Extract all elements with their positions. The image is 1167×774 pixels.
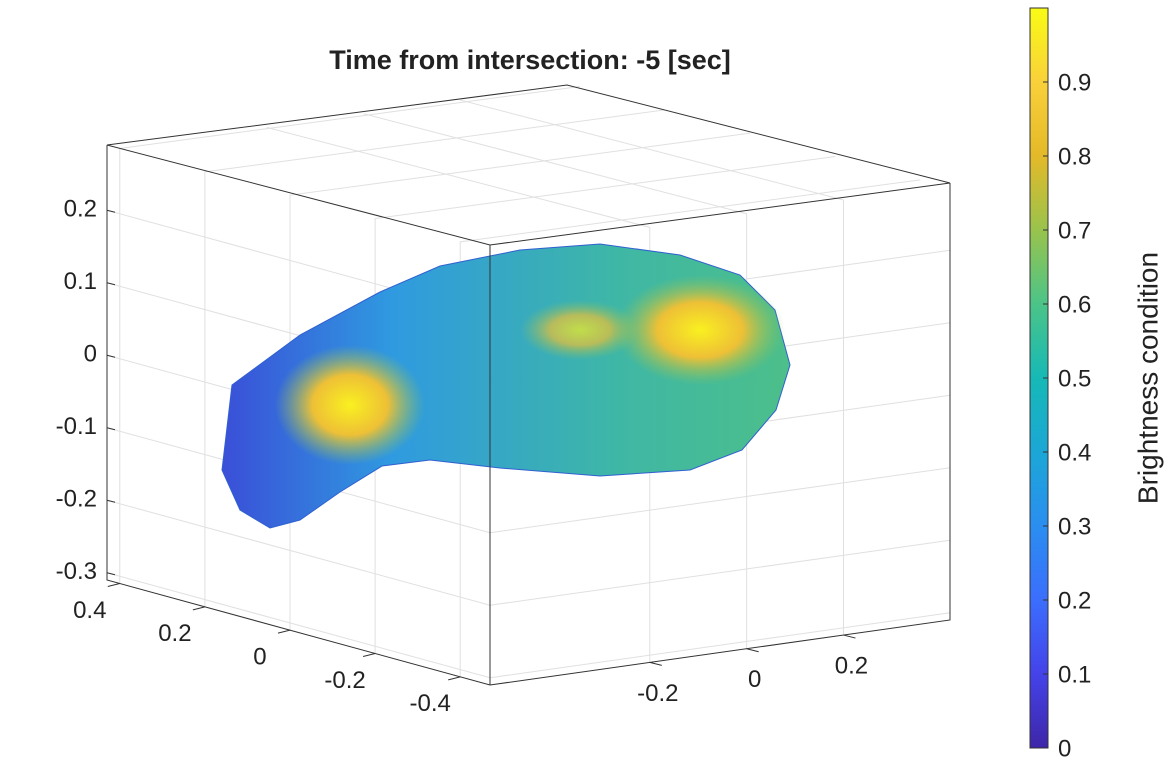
y-tick-label: 0: [748, 666, 761, 693]
z-tick-label: 0.1: [64, 268, 97, 295]
colorbar-tick-label: 0.3: [1058, 513, 1091, 540]
bright-region: [275, 345, 425, 465]
z-tick-label: -0.3: [56, 558, 97, 585]
colorbar-tick-label: 0.8: [1058, 143, 1091, 170]
colorbar-tick-label: 0.6: [1058, 291, 1091, 318]
tick-mark: [448, 676, 461, 681]
chart-title: Time from intersection: -5 [sec]: [329, 45, 731, 75]
surface: [221, 243, 791, 529]
x-tick-label: 0.2: [158, 620, 191, 647]
grid-line: [106, 572, 951, 679]
x-tick-label: 0.4: [73, 597, 106, 624]
z-tick-label: 0: [84, 341, 97, 368]
axes-box: [106, 84, 951, 686]
z-tick-label: 0.2: [64, 196, 97, 223]
colorbar-tick-label: 0.7: [1058, 217, 1091, 244]
grid-line: [460, 99, 844, 636]
grid-line: [106, 499, 951, 606]
tick-mark: [106, 499, 116, 503]
colorbar-tick-label: 0.2: [1058, 587, 1091, 614]
tick-mark: [277, 629, 291, 634]
colorbar-tick-label: 0.1: [1058, 661, 1091, 688]
tick-mark: [106, 572, 116, 576]
colorbar-label: Brightness condition: [1132, 252, 1163, 504]
tick-mark: [106, 282, 116, 286]
tick-mark: [107, 583, 120, 587]
tick-mark: [843, 634, 856, 639]
grid-line: [374, 156, 836, 654]
x-tick-label: -0.4: [410, 690, 451, 717]
grid-line: [266, 126, 651, 663]
colorbar-tick-label: 0.9: [1058, 69, 1091, 96]
tick-mark: [106, 354, 116, 358]
grid-line: [363, 113, 748, 649]
bright-region: [520, 300, 640, 360]
colorbar-tick-label: 0: [1058, 735, 1071, 762]
z-tick-label: -0.2: [56, 486, 97, 513]
bright-region: [615, 275, 785, 385]
tick-mark: [106, 209, 116, 213]
grid-line: [459, 179, 921, 677]
z-tick-label: -0.1: [56, 413, 97, 440]
y-tick-label: 0.2: [835, 652, 868, 679]
tick-mark: [649, 661, 662, 666]
grid-line: [204, 109, 665, 607]
tick-mark: [192, 606, 205, 611]
y-tick-label: -0.2: [637, 680, 678, 707]
box-edge: [106, 84, 951, 686]
tick-mark: [746, 648, 759, 653]
tick-mark: [362, 653, 376, 657]
x-tick-label: -0.2: [324, 667, 365, 694]
colorbar-tick-label: 0.4: [1058, 439, 1091, 466]
tick-mark: [106, 427, 116, 431]
x-tick-label: 0: [253, 644, 266, 671]
colorbar-tick-label: 0.5: [1058, 365, 1091, 392]
